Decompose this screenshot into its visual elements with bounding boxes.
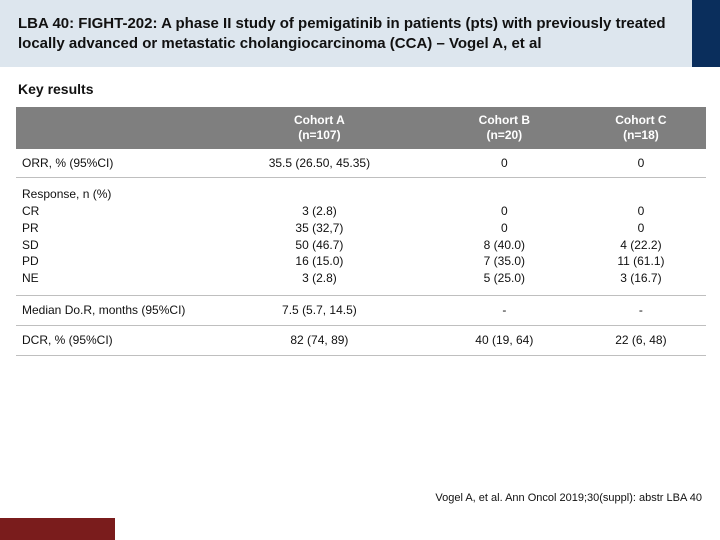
cell: 0 [576, 149, 706, 178]
cell: 22 (6, 48) [576, 325, 706, 355]
table-row: Median Do.R, months (95%CI) 7.5 (5.7, 14… [16, 296, 706, 326]
cell: 0 0 4 (22.2) 11 (61.1) 3 (16.7) [576, 178, 706, 296]
col-a-line2: (n=107) [298, 128, 340, 142]
cell: 82 (74, 89) [206, 325, 433, 355]
table-col-c: Cohort C (n=18) [576, 107, 706, 149]
row-label: DCR, % (95%CI) [16, 325, 206, 355]
col-b-line2: (n=20) [486, 128, 522, 142]
section-heading: Key results [0, 67, 720, 107]
cell: 35.5 (26.50, 45.35) [206, 149, 433, 178]
cell: 0 0 8 (40.0) 7 (35.0) 5 (25.0) [433, 178, 576, 296]
row-label: ORR, % (95%CI) [16, 149, 206, 178]
table-row: DCR, % (95%CI) 82 (74, 89) 40 (19, 64) 2… [16, 325, 706, 355]
col-b-line1: Cohort B [479, 113, 530, 127]
title-band: LBA 40: FIGHT-202: A phase II study of p… [0, 0, 720, 67]
row-label: Response, n (%) CR PR SD PD NE [16, 178, 206, 296]
table-col-a: Cohort A (n=107) [206, 107, 433, 149]
table-header-blank [16, 107, 206, 149]
results-table: Cohort A (n=107) Cohort B (n=20) Cohort … [16, 107, 706, 356]
table-header-row: Cohort A (n=107) Cohort B (n=20) Cohort … [16, 107, 706, 149]
row-label: Median Do.R, months (95%CI) [16, 296, 206, 326]
cell: 7.5 (5.7, 14.5) [206, 296, 433, 326]
footer-accent-bar [0, 518, 115, 540]
table-row: ORR, % (95%CI) 35.5 (26.50, 45.35) 0 0 [16, 149, 706, 178]
citation: Vogel A, et al. Ann Oncol 2019;30(suppl)… [435, 492, 702, 504]
col-c-line2: (n=18) [623, 128, 659, 142]
table-col-b: Cohort B (n=20) [433, 107, 576, 149]
col-c-line1: Cohort C [615, 113, 666, 127]
col-a-line1: Cohort A [294, 113, 345, 127]
cell: 3 (2.8) 35 (32,7) 50 (46.7) 16 (15.0) 3 … [206, 178, 433, 296]
slide-title: LBA 40: FIGHT-202: A phase II study of p… [18, 14, 668, 55]
cell: 40 (19, 64) [433, 325, 576, 355]
table-row: Response, n (%) CR PR SD PD NE 3 (2.8) 3… [16, 178, 706, 296]
cell: - [433, 296, 576, 326]
cell: 0 [433, 149, 576, 178]
cell: - [576, 296, 706, 326]
